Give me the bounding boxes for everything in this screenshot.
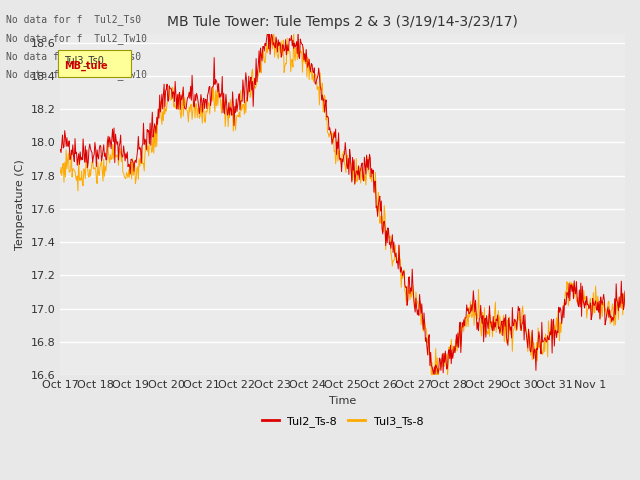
Text: No data for f  Tul3_Tw10: No data for f Tul3_Tw10 — [6, 69, 147, 80]
Legend: Tul2_Ts-8, Tul3_Ts-8: Tul2_Ts-8, Tul3_Ts-8 — [257, 411, 428, 431]
Text: Tul3_Ts0: Tul3_Ts0 — [64, 55, 104, 66]
Text: MB_tule: MB_tule — [64, 60, 108, 71]
Text: No data for f  Tul3_Ts0: No data for f Tul3_Ts0 — [6, 51, 141, 62]
X-axis label: Time: Time — [329, 396, 356, 406]
Text: No data for f  Tul2_Tw10: No data for f Tul2_Tw10 — [6, 33, 147, 44]
Y-axis label: Temperature (C): Temperature (C) — [15, 159, 25, 250]
Title: MB Tule Tower: Tule Temps 2 & 3 (3/19/14-3/23/17): MB Tule Tower: Tule Temps 2 & 3 (3/19/14… — [167, 15, 518, 29]
Text: No data for f  Tul2_Ts0: No data for f Tul2_Ts0 — [6, 14, 141, 25]
